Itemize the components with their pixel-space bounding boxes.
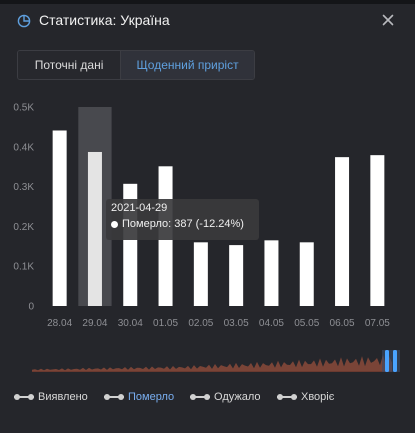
bar-04.05 — [264, 240, 279, 306]
y-tick-label: 0.5K — [13, 103, 34, 114]
y-tick-label: 0 — [28, 302, 34, 313]
tooltip-value: Померло: 387 (-12.24%) — [122, 218, 244, 230]
y-tick-label: 0.4K — [13, 142, 34, 153]
legend-line-marker-icon — [190, 392, 210, 402]
y-tick-label: 0.1K — [13, 262, 34, 273]
bar-28.04 — [52, 130, 67, 306]
range-selection — [382, 350, 400, 372]
modal-header: Статистика: Україна — [0, 4, 415, 40]
chart-pie-icon — [17, 14, 31, 28]
bar-03.05 — [229, 245, 244, 306]
tab-current-data[interactable]: Поточні дані — [18, 51, 121, 79]
tooltip-series-marker — [111, 221, 118, 228]
legend-item-deaths[interactable]: Померло — [104, 391, 174, 403]
x-tick-label: 28.04 — [47, 318, 72, 329]
bar-06.05 — [335, 157, 350, 306]
overview-baseline — [32, 371, 392, 372]
overview-area — [32, 355, 392, 371]
legend-item-sick[interactable]: Хворіє — [277, 391, 334, 403]
x-tick-label: 02.05 — [188, 318, 213, 329]
chart-tooltip: 2021-04-29 Померло: 387 (-12.24%) — [106, 199, 259, 240]
y-tick-label: 0.2K — [13, 222, 34, 233]
x-tick-label: 03.05 — [224, 318, 249, 329]
x-tick-label: 30.04 — [118, 318, 143, 329]
window-top-strip — [0, 0, 415, 4]
range-navigator[interactable] — [32, 350, 400, 372]
y-tick-label: 0.3K — [13, 182, 34, 193]
bar-02.05 — [193, 242, 208, 306]
legend-line-marker-icon — [104, 392, 124, 402]
legend-item-recovered[interactable]: Одужало — [190, 391, 261, 403]
stats-tabs: Поточні дані Щоденний приріст — [17, 50, 255, 80]
bar-05.05 — [299, 242, 314, 306]
tooltip-date: 2021-04-29 — [111, 202, 168, 214]
bar-07.05 — [370, 155, 385, 306]
range-handle-left — [385, 350, 389, 372]
legend-line-marker-icon — [277, 392, 297, 402]
x-tick-label: 05.05 — [294, 318, 319, 329]
modal-title: Статистика: Україна — [39, 12, 170, 28]
x-tick-label: 04.05 — [259, 318, 284, 329]
x-tick-label: 29.04 — [82, 318, 107, 329]
x-tick-label: 01.05 — [153, 318, 178, 329]
range-handle-right — [393, 350, 397, 372]
close-icon[interactable] — [380, 12, 396, 28]
legend-line-marker-icon — [14, 392, 34, 402]
legend-item-detected[interactable]: Виявлено — [14, 391, 88, 403]
x-tick-label: 07.05 — [365, 318, 390, 329]
tab-daily-growth[interactable]: Щоденний приріст — [120, 51, 254, 79]
x-tick-label: 06.05 — [330, 318, 355, 329]
bar-29.04 — [87, 151, 102, 306]
